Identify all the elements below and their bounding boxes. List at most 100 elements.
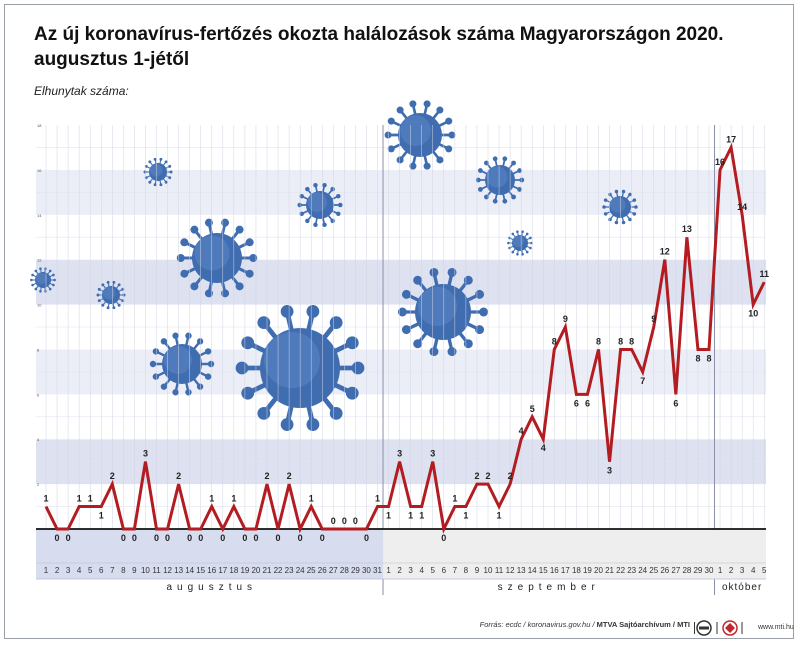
- day-tick-label: 15: [196, 566, 205, 575]
- virus-spike-tip: [52, 273, 55, 277]
- virus-spike-tip: [148, 160, 152, 164]
- virus-spike-tip: [241, 386, 255, 400]
- day-tick-label: 28: [340, 566, 349, 575]
- virus-spike-tip: [106, 306, 110, 310]
- deaths-line: [44, 142, 766, 534]
- y-tick-label: 14: [37, 213, 42, 218]
- coronavirus-icon: [176, 218, 258, 298]
- day-tick-label: 26: [318, 566, 327, 575]
- virus-spike-tip: [160, 338, 168, 345]
- data-label: 0: [298, 533, 303, 543]
- data-label: 12: [660, 247, 670, 257]
- virus-spike-tip: [409, 162, 417, 170]
- day-tick-label: 18: [572, 566, 581, 575]
- day-tick-label: 11: [495, 566, 504, 575]
- day-tick-label: 19: [583, 566, 592, 575]
- virus-spike-tip: [608, 217, 612, 222]
- day-tick-label: 3: [408, 566, 413, 575]
- day-tick-label: 21: [263, 566, 272, 575]
- virus-spike-tip: [401, 325, 411, 335]
- virus-highlight: [486, 166, 508, 188]
- day-tick-label: 16: [207, 566, 216, 575]
- virus-spike-tip: [164, 160, 168, 164]
- virus-spike-tip: [180, 269, 189, 278]
- data-label: 2: [474, 471, 479, 481]
- day-tick-label: 14: [528, 566, 537, 575]
- day-tick-label: 10: [484, 566, 493, 575]
- day-tick-label: 4: [419, 566, 424, 575]
- virus-spike-tip: [235, 282, 244, 291]
- virus-spike-tip: [121, 299, 125, 303]
- virus-spike-tip: [305, 186, 310, 192]
- month-dividers: [382, 125, 716, 595]
- data-label: 2: [287, 471, 292, 481]
- virus-spike-tip: [475, 289, 485, 299]
- virus-spike-tip: [190, 225, 199, 234]
- data-label: 1: [452, 494, 457, 504]
- virus-spike-tip: [97, 299, 101, 303]
- virus-spike-tip: [313, 222, 318, 228]
- virus-spike-tip: [204, 289, 213, 298]
- virus-spike-tip: [507, 241, 510, 245]
- data-label: 0: [187, 533, 192, 543]
- coronavirus-icon: [384, 100, 456, 170]
- y-tick-label: 6: [37, 392, 40, 397]
- virus-spike-tip: [387, 117, 395, 125]
- day-tick-label: 22: [616, 566, 625, 575]
- day-tick-label: 5: [88, 566, 93, 575]
- virus-spike-tip: [492, 198, 498, 204]
- day-tick-label: 1: [386, 566, 391, 575]
- data-label: 1: [77, 494, 82, 504]
- day-tick-label: 9: [132, 566, 137, 575]
- vertical-gridlines: [45, 125, 765, 529]
- virus-spike-tip: [160, 383, 168, 390]
- data-label: 1: [463, 511, 468, 521]
- day-tick-label: 18: [229, 566, 238, 575]
- day-tick-label: 10: [141, 566, 150, 575]
- virus-spike-tip: [484, 194, 489, 200]
- data-label: 3: [430, 449, 435, 459]
- virus-spike-tip: [235, 225, 244, 234]
- virus-spike-tip: [159, 157, 163, 161]
- virus-spike-tip: [180, 238, 189, 247]
- data-label: 8: [618, 336, 623, 346]
- day-tick-label: 13: [517, 566, 526, 575]
- day-tick-label: 29: [693, 566, 702, 575]
- virus-spike-tip: [204, 218, 213, 227]
- virus-spike-tip: [241, 336, 255, 350]
- virus-spike-tip: [34, 269, 38, 273]
- virus-spike-tip: [345, 386, 359, 400]
- virus-spike-tip: [122, 293, 126, 297]
- virus-spike-tip: [221, 289, 230, 298]
- virus-spike-tip: [190, 282, 199, 291]
- virus-spike-tip: [511, 250, 515, 254]
- data-label: 6: [585, 398, 590, 408]
- day-tick-label: 23: [285, 566, 294, 575]
- virus-spike-tip: [511, 194, 516, 200]
- data-label: 4: [519, 426, 524, 436]
- virus-spike-tip: [336, 193, 341, 199]
- data-label: 8: [706, 353, 711, 363]
- virus-spike-tip: [436, 106, 444, 114]
- virus-spike-tip: [112, 280, 116, 284]
- virus-spike-tip: [502, 156, 508, 162]
- virus-spike-tip: [396, 106, 404, 114]
- day-tick-label: 7: [110, 566, 115, 575]
- virus-spike-tip: [484, 160, 489, 166]
- data-label: 3: [397, 449, 402, 459]
- data-label: 0: [320, 533, 325, 543]
- virus-spike-tip: [479, 307, 489, 317]
- background-bands: [36, 125, 766, 529]
- day-tick-label: 14: [185, 566, 194, 575]
- day-tick-label: 6: [442, 566, 447, 575]
- virus-spike-tip: [517, 168, 522, 173]
- data-label: 9: [563, 314, 568, 324]
- coronavirus-icon: [475, 156, 525, 204]
- virus-spike-tip: [429, 347, 439, 357]
- virus-highlight: [512, 235, 525, 247]
- virus-spike-tip: [519, 177, 525, 183]
- virus-spike-tip: [517, 187, 522, 192]
- virus-spike-tip: [330, 218, 335, 224]
- virus-spike-tip: [521, 253, 524, 256]
- virus-spike-tip: [475, 325, 485, 335]
